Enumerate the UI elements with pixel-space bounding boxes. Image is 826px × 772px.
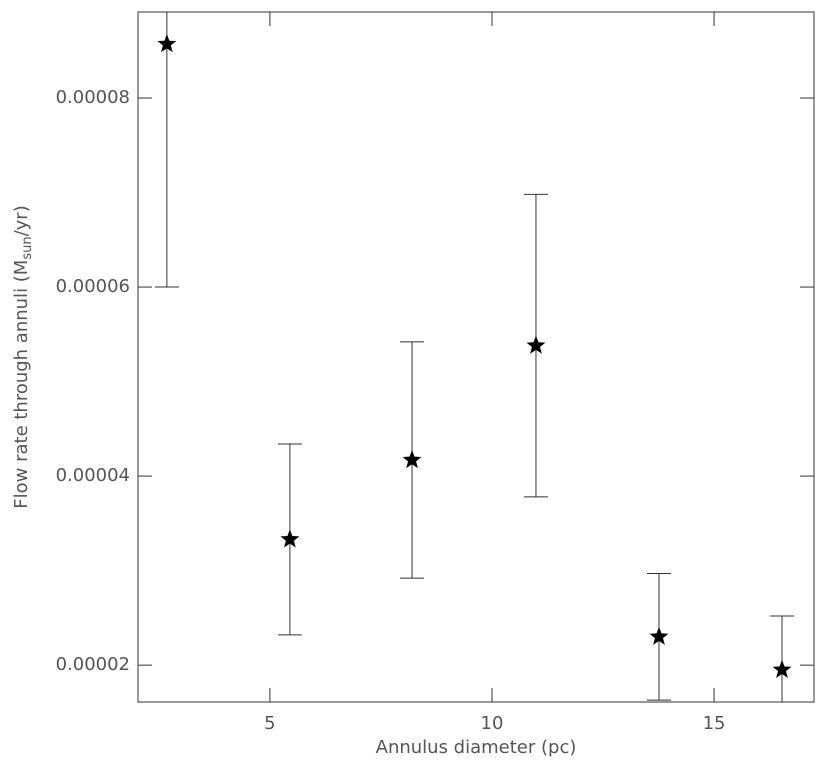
y-axis-label: Flow rate through annuli (Msun/yr): [11, 205, 35, 508]
point: [526, 335, 546, 354]
point: [157, 34, 177, 53]
y-tick-label: 0.00006: [56, 276, 130, 297]
point: [772, 659, 792, 678]
y-label-end: /yr): [11, 205, 32, 236]
y-tick-label: 0.00008: [56, 87, 130, 108]
point: [649, 626, 669, 645]
point: [280, 529, 300, 548]
x-axis-label: Annulus diameter (pc): [376, 737, 577, 758]
marks: [154, 12, 795, 702]
y-tick-label: 0.00004: [56, 465, 130, 486]
y-label-main: Flow rate through annuli (M: [11, 260, 32, 509]
plot-frame: [137, 11, 815, 703]
point: [402, 450, 422, 469]
y-label-sub: sun: [20, 236, 35, 259]
x-tick-label: 15: [703, 713, 726, 734]
x-tick-label: 5: [264, 713, 275, 734]
x-tick-label: 10: [481, 713, 504, 734]
y-tick-label: 0.00002: [56, 654, 130, 675]
